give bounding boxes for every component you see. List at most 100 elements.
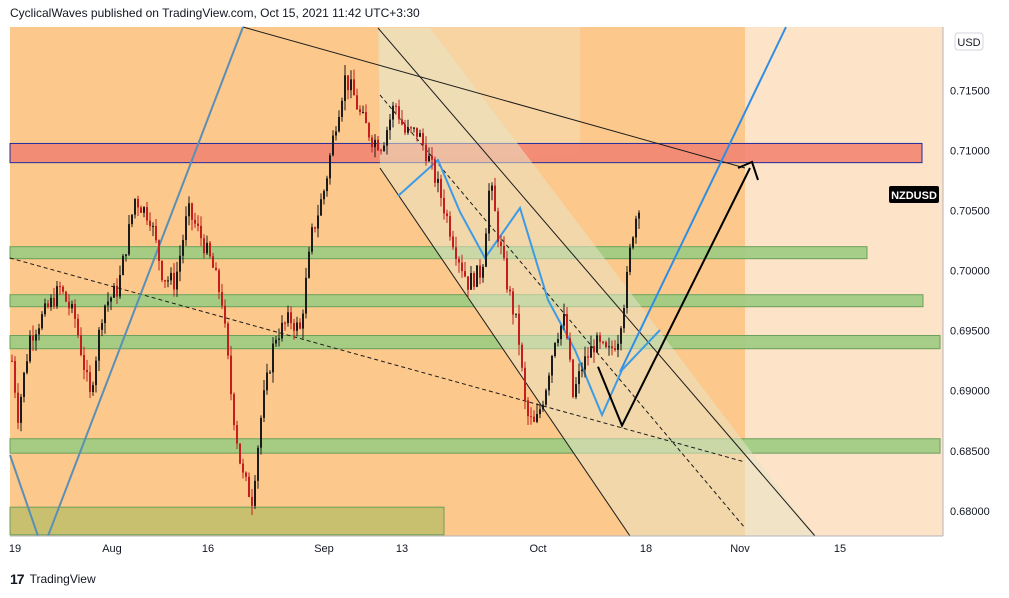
candle-body xyxy=(512,291,514,315)
candle-body xyxy=(290,312,292,324)
candle-body xyxy=(344,75,346,101)
candle-body xyxy=(470,273,472,290)
y-tick-label: 0.70500 xyxy=(950,206,990,218)
candle-body xyxy=(401,119,403,125)
candle-body xyxy=(548,375,550,391)
candle-body xyxy=(560,325,562,340)
x-tick-label: 19 xyxy=(9,543,21,555)
candle-body xyxy=(476,265,478,287)
candle-body xyxy=(434,159,436,183)
support-zone[interactable] xyxy=(9,438,941,454)
candle-body xyxy=(638,212,640,219)
candle-body xyxy=(119,275,121,297)
candle-body xyxy=(605,342,607,348)
candle-body xyxy=(203,238,205,254)
y-tick-label: 0.71000 xyxy=(950,146,990,158)
candle-body xyxy=(584,356,586,370)
candle-body xyxy=(485,233,487,267)
candle-body xyxy=(185,216,187,240)
candle-body xyxy=(554,342,556,357)
symbol-label-box[interactable] xyxy=(889,186,939,203)
y-tick-label: 0.68000 xyxy=(950,506,990,518)
candle-body xyxy=(149,220,151,227)
candle-body xyxy=(410,127,412,129)
y-tick-label: 0.70000 xyxy=(950,266,990,278)
candle-body xyxy=(242,463,244,473)
candle-body xyxy=(194,219,196,224)
x-tick-label: Aug xyxy=(102,543,122,555)
support-zone[interactable] xyxy=(9,335,941,350)
candle-body xyxy=(440,178,442,198)
candle-body xyxy=(614,348,616,350)
candle-body xyxy=(500,241,502,246)
candle-body xyxy=(167,280,169,282)
candle-body xyxy=(200,225,202,239)
candle-body xyxy=(449,216,451,237)
candle-body xyxy=(467,276,469,290)
candle-body xyxy=(374,139,376,148)
candle-body xyxy=(632,237,634,248)
candle-body xyxy=(158,240,160,261)
candle-body xyxy=(128,224,130,255)
candle-body xyxy=(260,417,262,448)
candle-body xyxy=(23,372,25,397)
candle-body xyxy=(20,396,22,423)
blue-trendline-right xyxy=(619,26,787,373)
candle-body xyxy=(11,360,13,362)
candle-body xyxy=(302,313,304,329)
candle-body xyxy=(395,105,397,107)
candle-body xyxy=(83,354,85,370)
support-zone[interactable] xyxy=(9,506,445,536)
candle-body xyxy=(50,297,52,308)
candle-body xyxy=(278,338,280,340)
candle-body xyxy=(356,95,358,110)
footer-brand[interactable]: 17 TradingView xyxy=(10,571,96,587)
candle-body xyxy=(446,213,448,217)
candle-body xyxy=(32,335,34,341)
x-tick-label: Nov xyxy=(730,543,750,555)
x-tick-label: 15 xyxy=(834,543,846,555)
candle-body xyxy=(68,301,70,309)
candle-body xyxy=(215,267,217,271)
candle-body xyxy=(521,344,523,368)
tradingview-logo-icon: 17 xyxy=(10,571,25,587)
candle-body xyxy=(38,328,40,335)
channel-lower-line xyxy=(379,167,631,537)
currency-label-box[interactable] xyxy=(954,32,984,51)
candle-body xyxy=(443,197,445,214)
candle-body xyxy=(197,223,199,226)
candle-body xyxy=(71,303,73,309)
candle-body xyxy=(251,496,253,506)
candle-body xyxy=(458,258,460,263)
candle-body xyxy=(254,480,256,506)
candle-body xyxy=(524,367,526,401)
candle-body xyxy=(239,443,241,464)
candle-body xyxy=(482,266,484,278)
y-tick-label: 0.69500 xyxy=(950,326,990,338)
candle-body xyxy=(491,185,493,191)
candle-body xyxy=(569,338,571,360)
candle-body xyxy=(314,227,316,229)
candle-body xyxy=(461,262,463,272)
candle-body xyxy=(437,178,439,183)
candle-body xyxy=(557,339,559,343)
candle-body xyxy=(593,346,595,353)
candle-body xyxy=(527,400,529,417)
candle-body xyxy=(305,277,307,314)
candle-body xyxy=(413,127,415,129)
x-tick-label: 16 xyxy=(202,543,214,555)
candle-body xyxy=(224,305,226,324)
candle-body xyxy=(503,245,505,259)
candle-body xyxy=(35,334,37,341)
candle-body xyxy=(425,144,427,162)
x-tick-label: Sep xyxy=(314,543,334,555)
candle-body xyxy=(62,286,64,292)
candle-body xyxy=(455,247,457,259)
candle-body xyxy=(134,198,136,215)
projection-path xyxy=(597,167,751,428)
candle-body xyxy=(398,106,400,120)
y-tick-label: 0.69000 xyxy=(950,386,990,398)
candle-body xyxy=(347,75,349,91)
candle-body xyxy=(386,130,388,146)
